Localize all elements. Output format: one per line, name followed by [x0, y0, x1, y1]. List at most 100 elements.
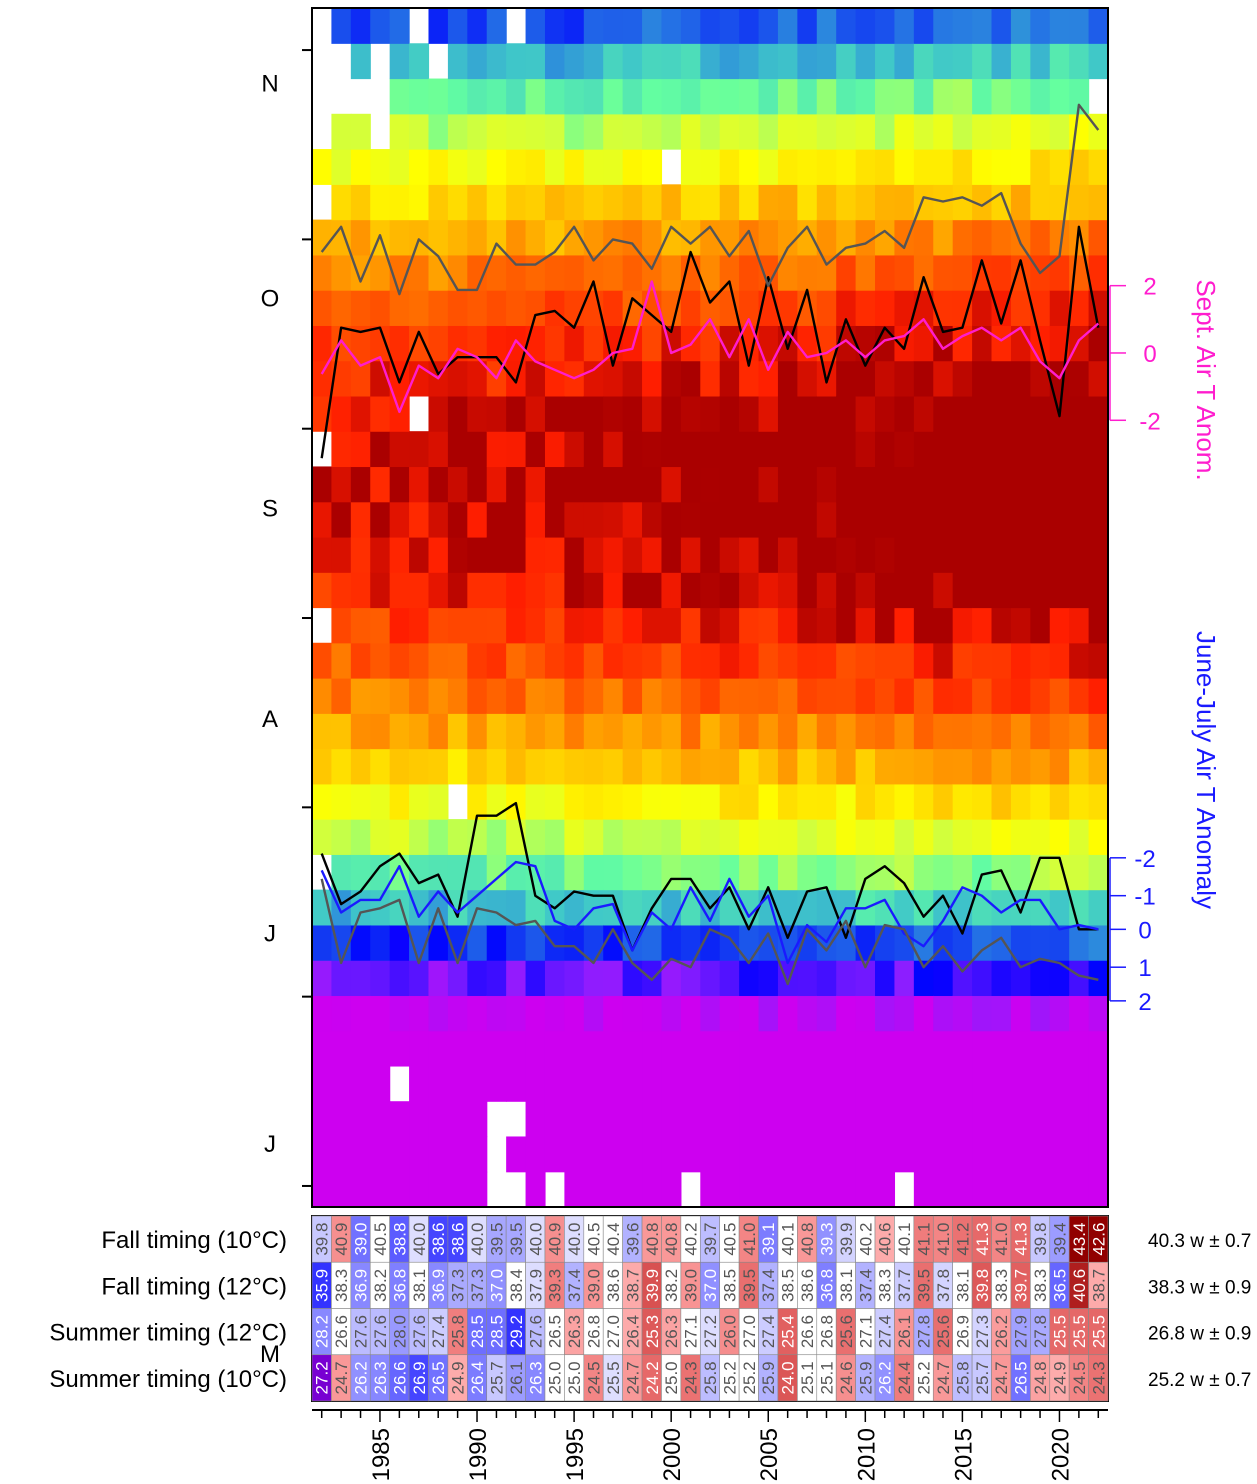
heatmap-cell — [642, 219, 663, 256]
heatmap-cell — [1049, 431, 1070, 468]
heatmap-cell — [991, 889, 1012, 926]
heatmap-cell — [700, 501, 721, 538]
heatmap-cell — [680, 854, 701, 891]
heatmap-cell — [312, 924, 333, 961]
table-cell-value: 38.4 — [507, 1269, 526, 1302]
heatmap-cell — [1010, 501, 1031, 538]
heatmap-cell — [758, 78, 779, 115]
heatmap-cell — [331, 1171, 352, 1208]
heatmap-cell — [855, 8, 876, 44]
heatmap-cell — [661, 290, 682, 326]
heatmap-cell — [1049, 1065, 1070, 1102]
heatmap-cell — [622, 607, 643, 644]
heatmap-cell — [1069, 536, 1090, 573]
heatmap-cell — [331, 854, 352, 891]
table-row-label: Summer timing (12°C) — [49, 1320, 287, 1347]
heatmap-cell — [350, 466, 371, 503]
heatmap-cell — [1030, 642, 1051, 679]
heatmap-cell — [1049, 572, 1070, 609]
heatmap-cell — [700, 466, 721, 503]
heatmap-cell — [428, 1030, 449, 1067]
heatmap-cell — [680, 713, 701, 750]
heatmap-cell — [1049, 713, 1070, 750]
heatmap-cell — [719, 78, 740, 115]
table-cell-value: 41.0 — [740, 1223, 759, 1256]
heatmap-cell — [933, 8, 954, 44]
heatmap-cell — [525, 43, 546, 80]
heatmap-cell — [486, 924, 507, 961]
heatmap-cell — [972, 642, 993, 679]
heatmap-cell — [680, 678, 701, 714]
heatmap-cell — [312, 642, 333, 679]
heatmap-cell — [952, 678, 973, 714]
series-line — [320, 103, 1100, 296]
heatmap-cell — [447, 1171, 468, 1208]
heatmap-cell — [1010, 43, 1031, 80]
heatmap-cell — [370, 501, 391, 538]
heatmap-cell — [447, 254, 468, 291]
table-cell-value: 26.2 — [992, 1315, 1011, 1348]
table-cell-value: 38.2 — [662, 1269, 681, 1302]
heatmap-cell — [544, 1101, 565, 1138]
heatmap-cell — [1030, 360, 1051, 397]
heatmap-cell — [506, 889, 527, 926]
heatmap-cell — [564, 819, 585, 855]
heatmap-cell — [544, 501, 565, 538]
heatmap-cell — [506, 536, 527, 573]
heatmap-cell — [1088, 219, 1109, 256]
heatmap-cell — [467, 678, 488, 714]
heatmap-cell — [331, 748, 352, 785]
heatmap-cell — [816, 149, 837, 185]
heatmap-cell — [758, 8, 779, 44]
heatmap-cell — [389, 8, 410, 44]
heatmap-cell — [855, 854, 876, 891]
heatmap-cell — [758, 149, 779, 185]
heatmap-cell — [622, 960, 643, 997]
heatmap-cell — [428, 290, 449, 326]
heatmap-cell — [312, 1101, 333, 1138]
heatmap-cell — [583, 431, 604, 468]
table-cell-value: 40.1 — [779, 1223, 798, 1256]
heatmap-cell — [1010, 713, 1031, 750]
heatmap-cell — [719, 1136, 740, 1173]
heatmap-cell — [777, 254, 798, 291]
heatmap-cell — [758, 113, 779, 150]
heatmap-cell — [583, 678, 604, 714]
table-cell-value: 39.0 — [352, 1223, 371, 1256]
heatmap-cell — [1030, 889, 1051, 926]
heatmap-cell — [836, 713, 857, 750]
heatmap-cell — [370, 783, 391, 820]
heatmap-cell — [777, 395, 798, 432]
table-cell-value: 24.7 — [992, 1361, 1011, 1394]
heatmap-cell — [933, 783, 954, 820]
heatmap-cell — [894, 819, 915, 855]
heatmap-cell — [700, 819, 721, 855]
heatmap-cell — [777, 1101, 798, 1138]
heatmap-cell — [952, 1030, 973, 1067]
table-cell-value: 27.2 — [313, 1361, 332, 1394]
heatmap-cell — [758, 254, 779, 291]
heatmap-cell — [661, 1101, 682, 1138]
series-line — [320, 280, 1100, 414]
heatmap-cell — [1088, 8, 1109, 44]
table-cell-value: 40.8 — [798, 1223, 817, 1256]
heatmap-cell — [894, 572, 915, 609]
table-cell-value: 40.5 — [720, 1223, 739, 1256]
heatmap-cell — [739, 854, 760, 891]
heatmap-cell — [564, 466, 585, 503]
heatmap-cell — [583, 1101, 604, 1138]
heatmap-cell — [544, 1136, 565, 1173]
table-cell-value: 26.4 — [623, 1315, 642, 1348]
heatmap-cell — [991, 360, 1012, 397]
heatmap-cell — [894, 783, 915, 820]
axis-tick-label: 0 — [1138, 917, 1151, 944]
series-line — [320, 860, 1099, 965]
heatmap-cell — [719, 854, 740, 891]
heatmap-cell — [583, 466, 604, 503]
heatmap-cell — [739, 1065, 760, 1102]
heatmap-cell — [739, 78, 760, 115]
x-tick-label: 1985 — [368, 1428, 395, 1481]
heatmap-cell — [797, 8, 818, 44]
heatmap-cell — [428, 395, 449, 432]
heatmap-cell — [525, 607, 546, 644]
